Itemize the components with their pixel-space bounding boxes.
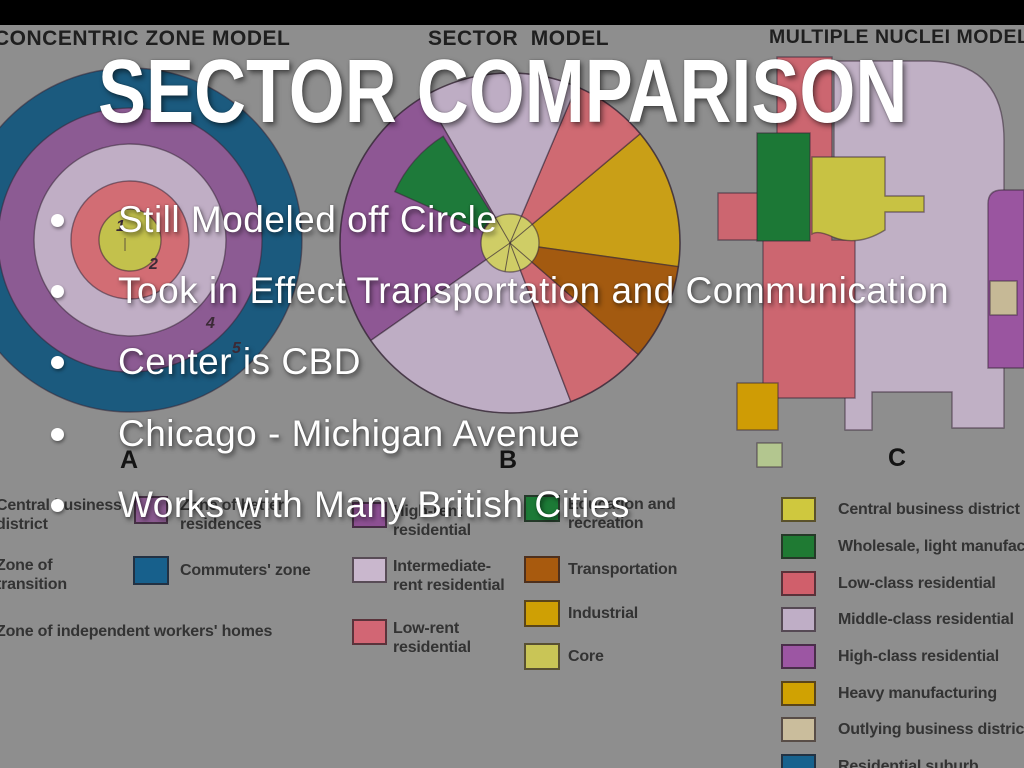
nuclei-residential-suburb-label: Residential suburb (838, 757, 979, 768)
bullet-dot (51, 284, 64, 298)
sector-model-outline (339, 72, 681, 414)
outlying-business-district-area (989, 280, 1018, 316)
legend-nuclei-residential-suburb: Residential suburb (781, 754, 979, 768)
legend-sector-low-rent: Low-rent residential (352, 619, 471, 657)
legend-sector-core: Core (524, 643, 604, 670)
top-black-bar (0, 0, 1024, 25)
wholesale-light-manufacturing-area (756, 132, 811, 242)
bullet-item-2: Took in Effect Transportation and Commun… (51, 267, 949, 315)
diagram-label-a: A (120, 446, 139, 474)
nuclei-heavy-manufacturing-label: Heavy manufacturing (838, 684, 997, 702)
sector-model-header: SECTOR MODEL (428, 27, 610, 50)
nuclei-outlying-business-label: Outlying business district (838, 720, 1024, 738)
intermediate-rent-swatch (352, 557, 387, 583)
nuclei-middle-class-swatch (781, 607, 816, 632)
concentric-zone-model-diagram (0, 67, 303, 413)
education-recreation-swatch (524, 495, 560, 522)
nuclei-middle-class-label: Middle-class residential (838, 610, 1014, 628)
multiple-nuclei-model-header: MULTIPLE NUCLEI MODEL (769, 26, 1024, 48)
commuters-zone-label: Commuters' zone (180, 561, 311, 579)
middle-class-residential-area (833, 60, 1005, 431)
bullet-dot (51, 213, 64, 227)
high-rent-label: High-rent residential (393, 503, 471, 540)
legend-sector-high-rent: High-rent residential (352, 502, 471, 540)
legend-concentric-better-residences: Zone of better residences (134, 496, 284, 534)
legend-nuclei-heavy-manufacturing: Heavy manufacturing (781, 681, 997, 706)
nuclei-wholesale-swatch (781, 534, 816, 559)
bullet-dot (51, 427, 64, 441)
better-residences-swatch (134, 496, 168, 524)
legend-sector-transportation: Transportation (524, 556, 677, 583)
legend-nuclei-cbd: Central business district (781, 497, 1020, 522)
heavy-manufacturing-area (736, 382, 779, 431)
better-residences-label: Zone of better residences (180, 497, 284, 534)
bullet-text: Chicago - Michigan Avenue (118, 413, 581, 454)
transportation-swatch (524, 556, 560, 583)
legend-nuclei-wholesale: Wholesale, light manufacturing (781, 534, 1024, 559)
industrial-label: Industrial (568, 604, 639, 622)
zone-number-2: 2 (149, 256, 158, 273)
education-recreation-label: Education and recreation (568, 496, 676, 533)
legend-nuclei-high-class: High-class residential (781, 644, 999, 669)
zone-number-1: 1 (116, 218, 125, 235)
nuclei-cbd-swatch (781, 497, 816, 522)
core-swatch (524, 643, 560, 670)
legend-concentric-transition-label: Zone of transition (0, 557, 67, 594)
nuclei-high-class-swatch (781, 644, 816, 669)
bullet-dot (51, 355, 64, 369)
nuclei-residential-suburb-swatch (781, 754, 816, 768)
core-spokes (485, 216, 533, 272)
education-recreation-wedge (393, 135, 496, 232)
legend-sector-education-recreation: Education and recreation (524, 495, 676, 533)
transportation-label: Transportation (568, 560, 678, 578)
bullet-text: Center is CBD (118, 341, 361, 382)
nuclei-outlying-business-swatch (781, 717, 816, 742)
nuclei-low-class-label: Low-class residential (838, 574, 996, 592)
high-rent-swatch (352, 502, 387, 528)
concentric-zone-model-header: CONCENTRIC ZONE MODEL (0, 27, 291, 50)
legend-nuclei-middle-class: Middle-class residential (781, 607, 1014, 632)
sector-model-diagram (339, 72, 681, 414)
zone-number-5: 5 (232, 340, 241, 357)
bullet-dot (51, 498, 64, 512)
commuters-zone-swatch (133, 556, 169, 585)
legend-nuclei-low-class: Low-class residential (781, 571, 996, 596)
legend-sector-intermediate-rent: Intermediate- rent residential (352, 557, 505, 595)
bullet-item-5: Works with Many British Cities (51, 481, 630, 529)
bullet-item-3: Center is CBD (51, 338, 361, 386)
low-rent-swatch (352, 619, 387, 645)
multiple-nuclei-model-diagram (717, 56, 1024, 468)
slide-title: SECTOR COMPARISON (98, 42, 908, 142)
residential-suburb-area (756, 442, 783, 468)
legend-concentric-commuters-zone: Commuters' zone (133, 556, 311, 585)
legend-sector-industrial: Industrial (524, 600, 638, 627)
diagram-label-b: B (499, 446, 518, 474)
central-business-district-area (811, 156, 925, 242)
bullet-item-1: Still Modeled off Circle (51, 196, 497, 244)
legend-concentric-cbd-label: Central business district (0, 497, 122, 534)
core-label: Core (568, 647, 604, 665)
bullet-text: Took in Effect Transportation and Commun… (118, 270, 950, 311)
bullet-text: Still Modeled off Circle (118, 199, 498, 240)
low-rent-label: Low-rent residential (393, 620, 471, 657)
nuclei-high-class-label: High-class residential (838, 647, 999, 665)
zone-number-4: 4 (206, 315, 215, 332)
high-class-residential-area (987, 189, 1024, 369)
legend-concentric-independent-workers-label: Zone of independent workers' homes (0, 623, 273, 640)
bullet-item-4: Chicago - Michigan Avenue (51, 410, 580, 458)
intermediate-rent-label: Intermediate- rent residential (393, 558, 505, 595)
diagram-label-c: C (888, 444, 907, 472)
nuclei-wholesale-label: Wholesale, light manufacturing (838, 537, 1024, 555)
bullet-text: Works with Many British Cities (118, 484, 630, 525)
legend-nuclei-outlying-business: Outlying business district (781, 717, 1024, 742)
industrial-swatch (524, 600, 560, 627)
nuclei-low-class-swatch (781, 571, 816, 596)
cbd-center-circle (98, 208, 162, 272)
nuclei-cbd-label: Central business district (838, 500, 1020, 518)
nuclei-heavy-manufacturing-swatch (781, 681, 816, 706)
